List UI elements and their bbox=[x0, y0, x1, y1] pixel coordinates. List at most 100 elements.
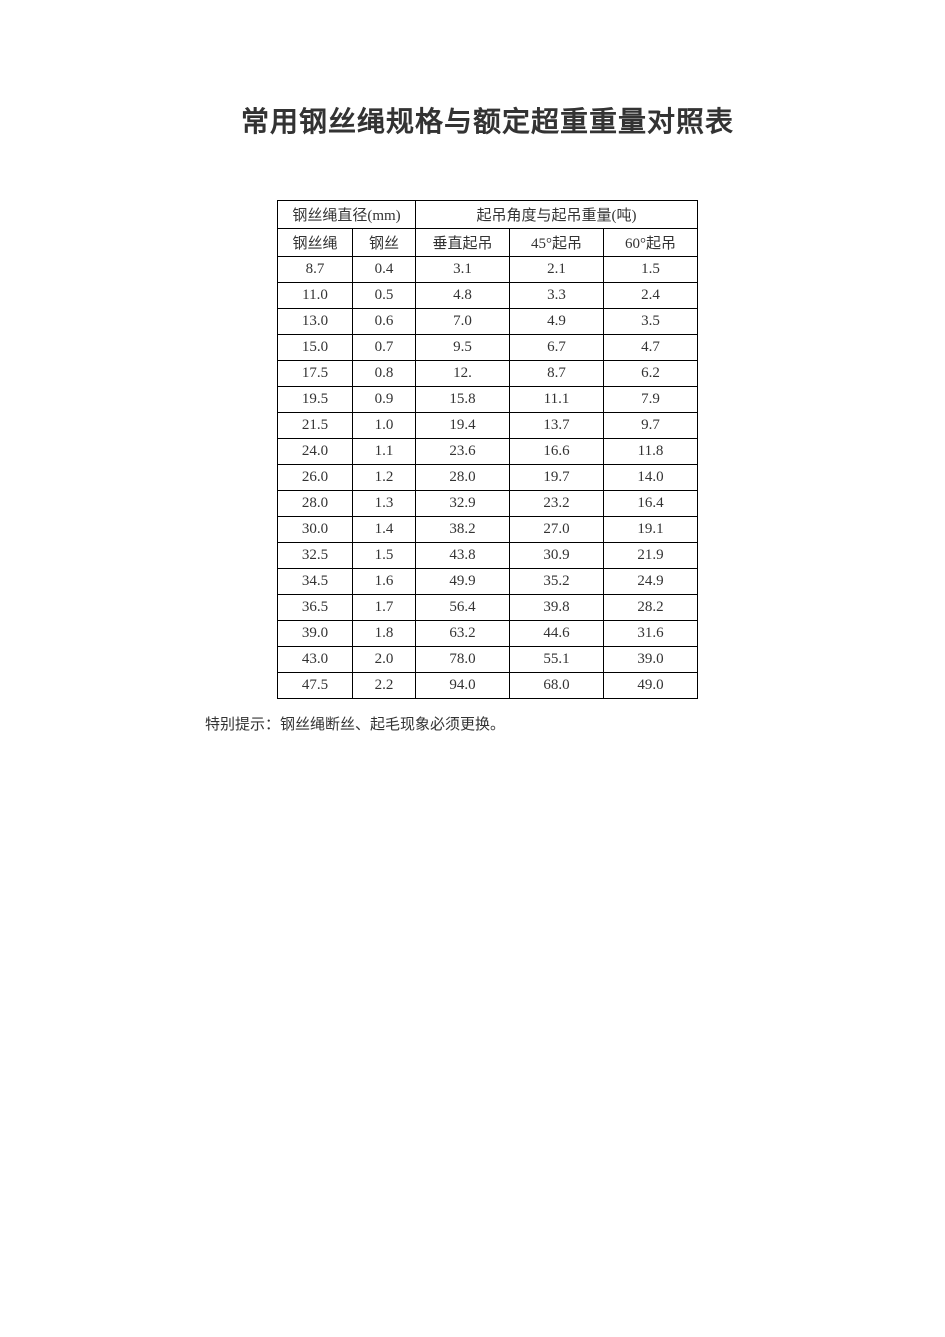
header-load-group: 起吊角度与起吊重量(吨) bbox=[416, 201, 698, 229]
table-row: 43.0 2.0 78.0 55.1 39.0 bbox=[278, 647, 698, 673]
table-body: 钢丝绳直径(mm) 起吊角度与起吊重量(吨) 钢丝绳 钢丝 垂直起吊 45°起吊… bbox=[278, 201, 698, 699]
table-row: 34.5 1.6 49.9 35.2 24.9 bbox=[278, 569, 698, 595]
footnote: 特别提示：钢丝绳断丝、起毛现象必须更换。 bbox=[200, 713, 775, 734]
cell-wire: 1.4 bbox=[353, 517, 416, 543]
cell-45deg: 19.7 bbox=[510, 465, 604, 491]
cell-vertical: 94.0 bbox=[416, 673, 510, 699]
cell-wire: 0.7 bbox=[353, 335, 416, 361]
cell-vertical: 63.2 bbox=[416, 621, 510, 647]
cell-wire: 1.3 bbox=[353, 491, 416, 517]
table-row: 39.0 1.8 63.2 44.6 31.6 bbox=[278, 621, 698, 647]
header-rope: 钢丝绳 bbox=[278, 229, 353, 257]
table-row: 8.7 0.4 3.1 2.1 1.5 bbox=[278, 257, 698, 283]
cell-60deg: 3.5 bbox=[604, 309, 698, 335]
cell-45deg: 2.1 bbox=[510, 257, 604, 283]
cell-wire: 2.2 bbox=[353, 673, 416, 699]
cell-wire: 1.6 bbox=[353, 569, 416, 595]
cell-60deg: 1.5 bbox=[604, 257, 698, 283]
cell-rope: 13.0 bbox=[278, 309, 353, 335]
cell-rope: 19.5 bbox=[278, 387, 353, 413]
cell-60deg: 11.8 bbox=[604, 439, 698, 465]
cell-rope: 17.5 bbox=[278, 361, 353, 387]
header-diameter-group: 钢丝绳直径(mm) bbox=[278, 201, 416, 229]
cell-vertical: 15.8 bbox=[416, 387, 510, 413]
header-vertical: 垂直起吊 bbox=[416, 229, 510, 257]
cell-vertical: 38.2 bbox=[416, 517, 510, 543]
table-row: 30.0 1.4 38.2 27.0 19.1 bbox=[278, 517, 698, 543]
table-row: 36.5 1.7 56.4 39.8 28.2 bbox=[278, 595, 698, 621]
cell-60deg: 9.7 bbox=[604, 413, 698, 439]
cell-vertical: 19.4 bbox=[416, 413, 510, 439]
cell-45deg: 23.2 bbox=[510, 491, 604, 517]
header-wire: 钢丝 bbox=[353, 229, 416, 257]
cell-rope: 8.7 bbox=[278, 257, 353, 283]
cell-rope: 36.5 bbox=[278, 595, 353, 621]
cell-wire: 1.5 bbox=[353, 543, 416, 569]
cell-45deg: 39.8 bbox=[510, 595, 604, 621]
cell-vertical: 49.9 bbox=[416, 569, 510, 595]
cell-vertical: 78.0 bbox=[416, 647, 510, 673]
spec-table: 钢丝绳直径(mm) 起吊角度与起吊重量(吨) 钢丝绳 钢丝 垂直起吊 45°起吊… bbox=[277, 200, 698, 699]
cell-wire: 0.4 bbox=[353, 257, 416, 283]
table-row: 17.5 0.8 12. 8.7 6.2 bbox=[278, 361, 698, 387]
cell-vertical: 7.0 bbox=[416, 309, 510, 335]
cell-60deg: 7.9 bbox=[604, 387, 698, 413]
cell-vertical: 43.8 bbox=[416, 543, 510, 569]
cell-45deg: 4.9 bbox=[510, 309, 604, 335]
cell-rope: 24.0 bbox=[278, 439, 353, 465]
cell-wire: 0.8 bbox=[353, 361, 416, 387]
cell-45deg: 30.9 bbox=[510, 543, 604, 569]
cell-wire: 1.0 bbox=[353, 413, 416, 439]
table-row: 13.0 0.6 7.0 4.9 3.5 bbox=[278, 309, 698, 335]
cell-vertical: 56.4 bbox=[416, 595, 510, 621]
cell-vertical: 12. bbox=[416, 361, 510, 387]
table-row: 32.5 1.5 43.8 30.9 21.9 bbox=[278, 543, 698, 569]
cell-rope: 21.5 bbox=[278, 413, 353, 439]
cell-wire: 1.8 bbox=[353, 621, 416, 647]
cell-rope: 47.5 bbox=[278, 673, 353, 699]
cell-60deg: 28.2 bbox=[604, 595, 698, 621]
cell-45deg: 16.6 bbox=[510, 439, 604, 465]
cell-45deg: 3.3 bbox=[510, 283, 604, 309]
cell-45deg: 68.0 bbox=[510, 673, 604, 699]
cell-60deg: 24.9 bbox=[604, 569, 698, 595]
cell-rope: 26.0 bbox=[278, 465, 353, 491]
cell-45deg: 55.1 bbox=[510, 647, 604, 673]
table-row: 21.5 1.0 19.4 13.7 9.7 bbox=[278, 413, 698, 439]
cell-45deg: 13.7 bbox=[510, 413, 604, 439]
cell-vertical: 3.1 bbox=[416, 257, 510, 283]
cell-wire: 0.5 bbox=[353, 283, 416, 309]
cell-45deg: 44.6 bbox=[510, 621, 604, 647]
cell-wire: 0.6 bbox=[353, 309, 416, 335]
cell-wire: 2.0 bbox=[353, 647, 416, 673]
cell-vertical: 23.6 bbox=[416, 439, 510, 465]
cell-rope: 15.0 bbox=[278, 335, 353, 361]
cell-rope: 28.0 bbox=[278, 491, 353, 517]
page-title: 常用钢丝绳规格与额定超重重量对照表 bbox=[200, 100, 775, 140]
cell-rope: 30.0 bbox=[278, 517, 353, 543]
cell-60deg: 21.9 bbox=[604, 543, 698, 569]
cell-60deg: 4.7 bbox=[604, 335, 698, 361]
cell-45deg: 35.2 bbox=[510, 569, 604, 595]
header-60deg: 60°起吊 bbox=[604, 229, 698, 257]
table-row: 15.0 0.7 9.5 6.7 4.7 bbox=[278, 335, 698, 361]
cell-60deg: 31.6 bbox=[604, 621, 698, 647]
cell-45deg: 6.7 bbox=[510, 335, 604, 361]
cell-60deg: 14.0 bbox=[604, 465, 698, 491]
cell-45deg: 11.1 bbox=[510, 387, 604, 413]
cell-wire: 1.2 bbox=[353, 465, 416, 491]
header-45deg: 45°起吊 bbox=[510, 229, 604, 257]
cell-vertical: 9.5 bbox=[416, 335, 510, 361]
table-header-row-1: 钢丝绳直径(mm) 起吊角度与起吊重量(吨) bbox=[278, 201, 698, 229]
cell-rope: 39.0 bbox=[278, 621, 353, 647]
cell-60deg: 2.4 bbox=[604, 283, 698, 309]
cell-60deg: 19.1 bbox=[604, 517, 698, 543]
cell-vertical: 4.8 bbox=[416, 283, 510, 309]
table-row: 19.5 0.9 15.8 11.1 7.9 bbox=[278, 387, 698, 413]
table-row: 11.0 0.5 4.8 3.3 2.4 bbox=[278, 283, 698, 309]
cell-wire: 0.9 bbox=[353, 387, 416, 413]
cell-60deg: 16.4 bbox=[604, 491, 698, 517]
cell-rope: 43.0 bbox=[278, 647, 353, 673]
table-header-row-2: 钢丝绳 钢丝 垂直起吊 45°起吊 60°起吊 bbox=[278, 229, 698, 257]
cell-rope: 34.5 bbox=[278, 569, 353, 595]
